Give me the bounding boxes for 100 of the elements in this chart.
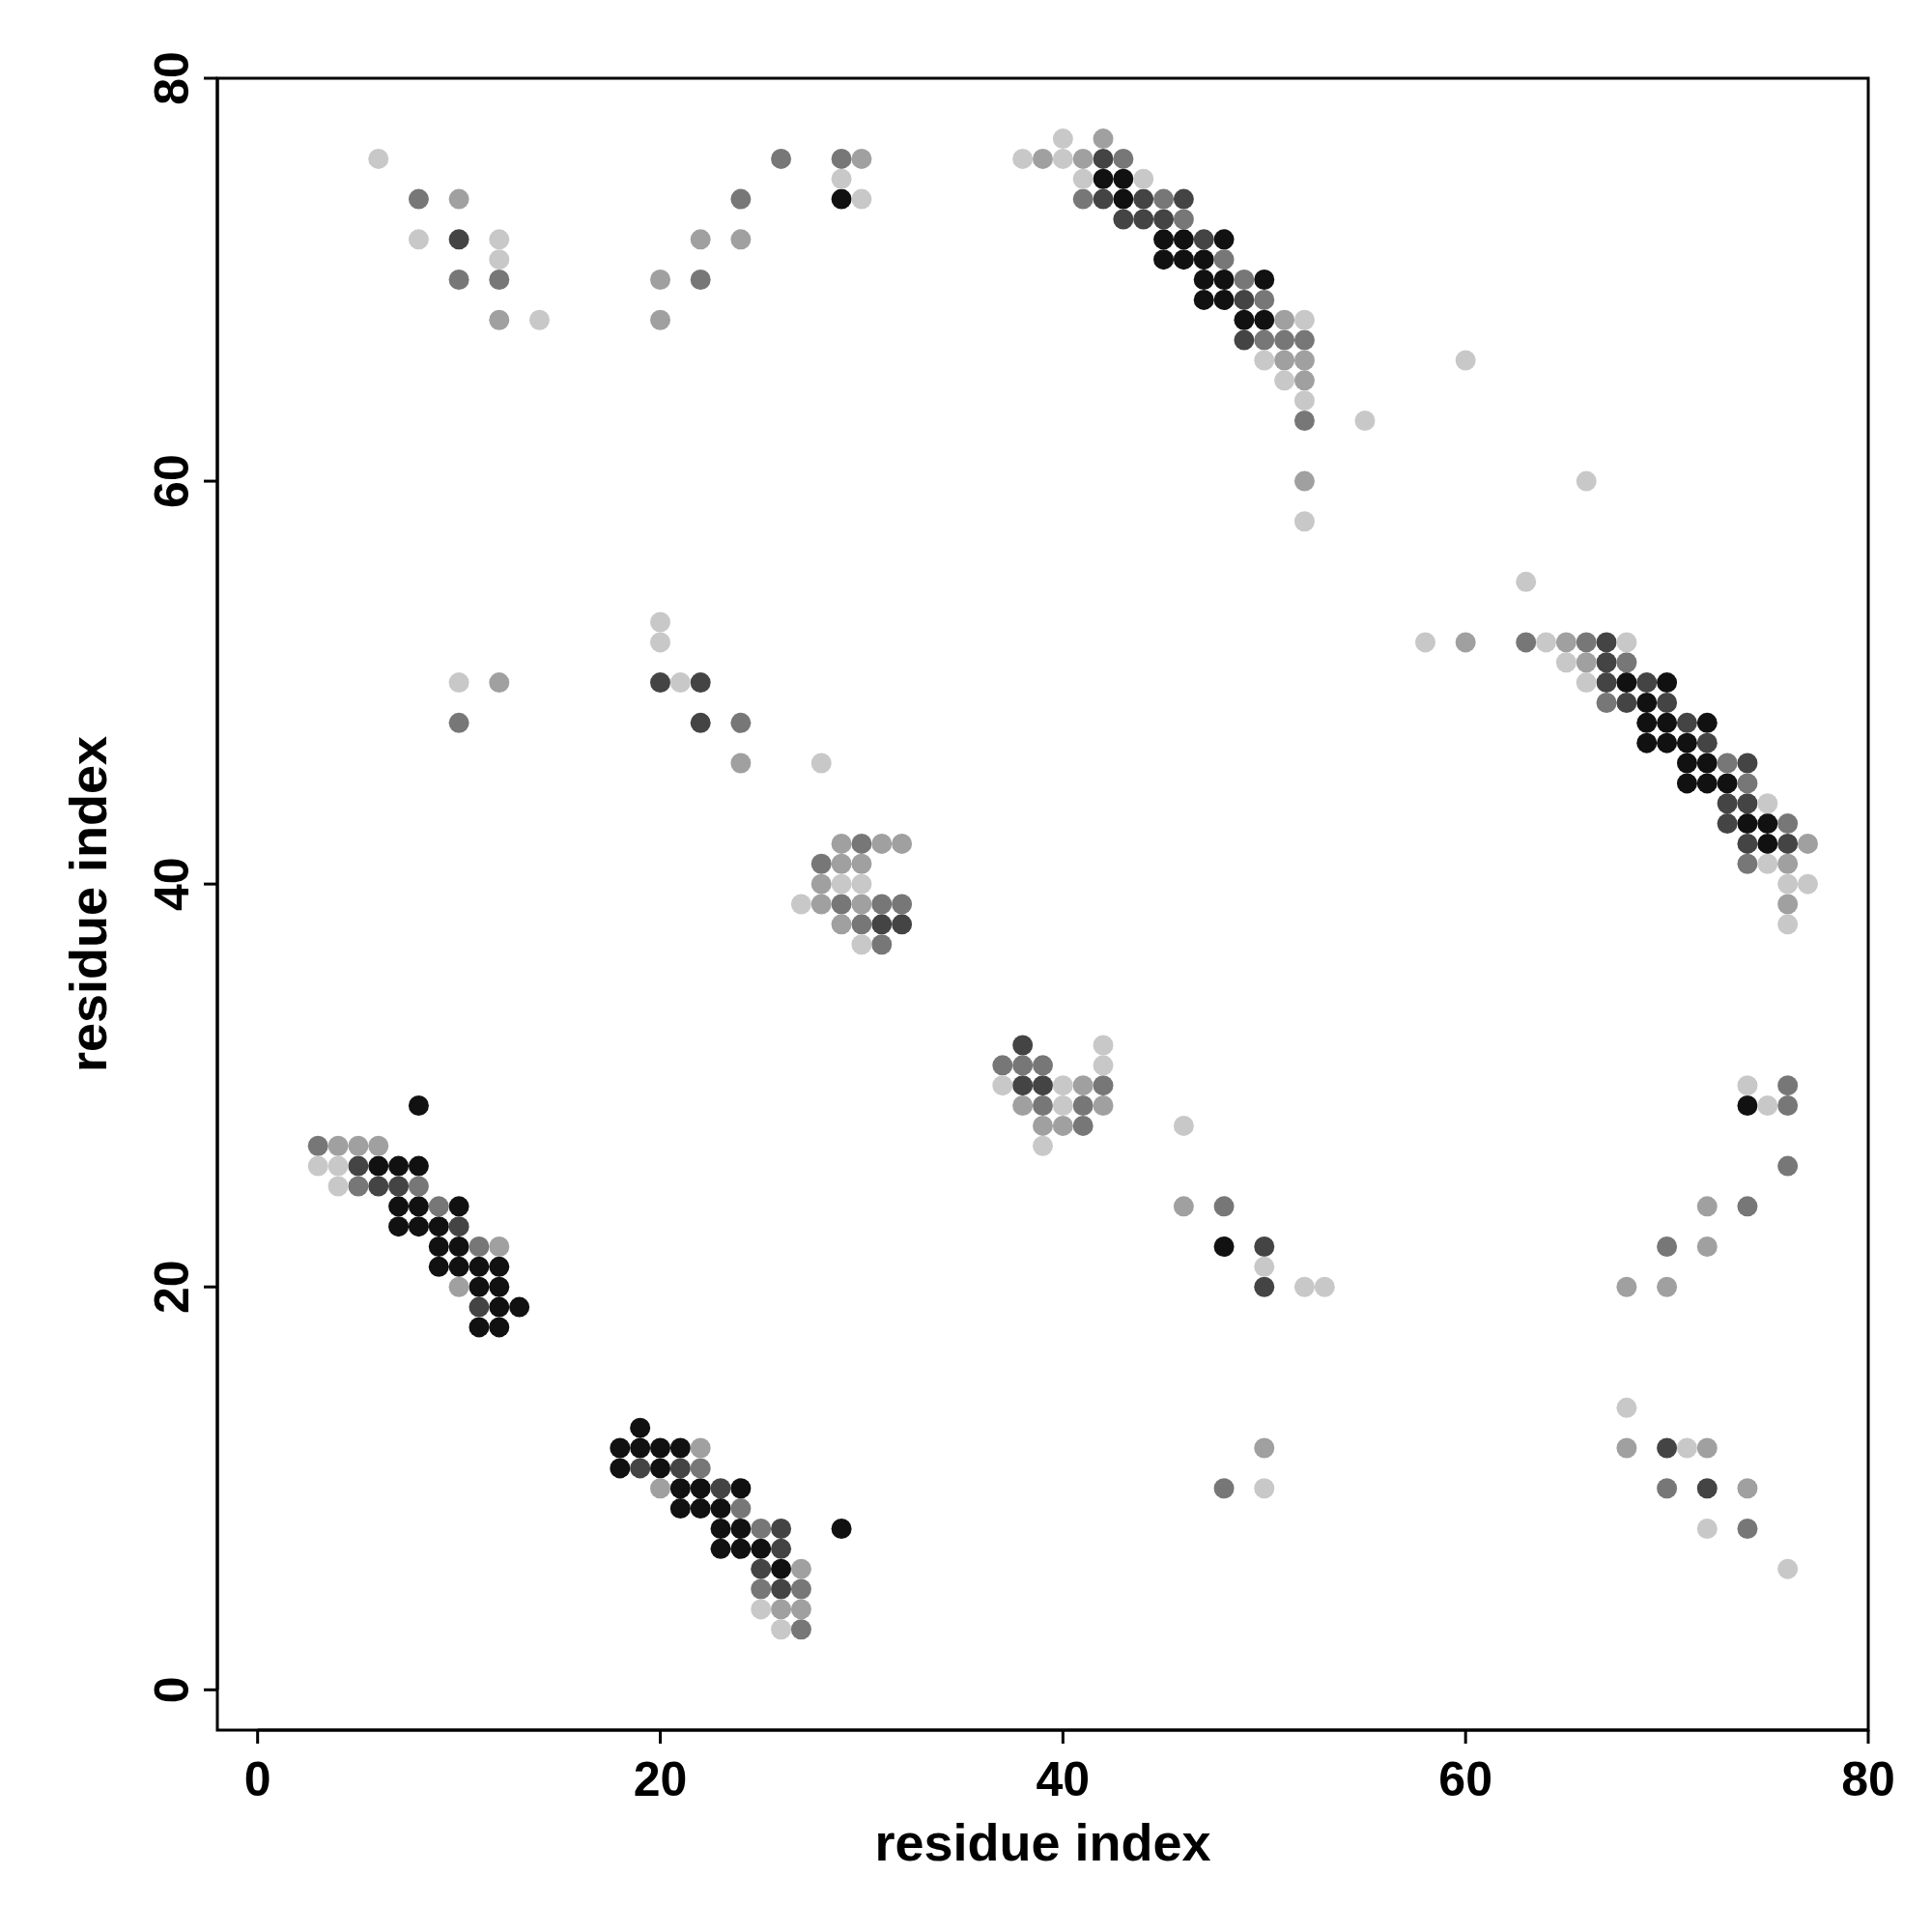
point — [650, 672, 671, 694]
point — [1193, 229, 1214, 250]
point — [730, 229, 752, 250]
point — [469, 1296, 490, 1318]
point — [1657, 692, 1678, 713]
point — [1737, 753, 1758, 774]
point — [831, 914, 852, 935]
point — [1616, 1437, 1637, 1459]
x-tick-label: 0 — [243, 1752, 271, 1806]
point — [368, 1135, 389, 1156]
point — [1657, 1276, 1678, 1297]
point — [388, 1176, 410, 1197]
point — [1254, 1437, 1275, 1459]
point — [1696, 1196, 1718, 1217]
point — [1596, 672, 1617, 694]
point — [730, 753, 752, 774]
point — [1777, 853, 1799, 874]
point — [1737, 833, 1758, 854]
point — [790, 1599, 811, 1620]
point — [1113, 209, 1134, 230]
point — [1717, 793, 1738, 814]
point — [771, 1578, 792, 1600]
point — [1696, 1437, 1718, 1459]
point — [810, 873, 832, 895]
point — [1093, 1095, 1114, 1117]
y-tick-label: 60 — [145, 454, 199, 508]
point — [1072, 1075, 1094, 1096]
y-axis-title: residue index — [59, 735, 117, 1073]
point — [690, 672, 711, 694]
point — [1737, 793, 1758, 814]
point — [1153, 209, 1175, 230]
point — [1052, 1115, 1073, 1136]
point — [1033, 1115, 1053, 1136]
point — [1596, 632, 1617, 653]
point — [690, 229, 711, 250]
point — [1234, 289, 1255, 310]
y-tick-label: 80 — [145, 51, 199, 105]
point — [1033, 148, 1053, 169]
point — [751, 1558, 772, 1579]
point — [1254, 1236, 1275, 1257]
point — [851, 853, 872, 874]
point — [1093, 148, 1114, 169]
point — [1173, 1196, 1194, 1217]
point — [810, 894, 832, 915]
point — [327, 1135, 349, 1156]
point — [771, 1538, 792, 1559]
point — [650, 1478, 671, 1499]
point — [489, 309, 510, 330]
point — [448, 1276, 469, 1297]
point — [690, 712, 711, 733]
point — [669, 1458, 691, 1479]
y-tick-label: 20 — [145, 1260, 199, 1315]
point — [1717, 813, 1738, 835]
point — [1657, 1437, 1678, 1459]
point — [1072, 148, 1094, 169]
point — [1293, 350, 1315, 371]
point — [348, 1135, 369, 1156]
point — [771, 1599, 792, 1620]
point — [1234, 329, 1255, 351]
point — [1293, 470, 1315, 492]
point — [1133, 188, 1154, 210]
point — [1093, 188, 1114, 210]
point — [1012, 1095, 1034, 1117]
point — [690, 1437, 711, 1459]
point — [1576, 652, 1597, 673]
point — [1777, 894, 1799, 915]
point — [1455, 632, 1476, 653]
point — [650, 270, 671, 291]
point — [1254, 1276, 1275, 1297]
point — [489, 1236, 510, 1257]
point — [871, 914, 893, 935]
point — [1737, 1478, 1758, 1499]
point — [1133, 209, 1154, 230]
point — [1696, 732, 1718, 753]
x-tick-label: 60 — [1438, 1752, 1492, 1806]
point — [448, 1216, 469, 1237]
point — [831, 853, 852, 874]
point — [368, 1176, 389, 1197]
point — [851, 894, 872, 915]
point — [448, 229, 469, 250]
point — [1274, 350, 1295, 371]
point — [771, 1518, 792, 1539]
point — [1616, 692, 1637, 713]
x-tick-label: 40 — [1036, 1752, 1091, 1806]
point — [1012, 1075, 1034, 1096]
x-axis-title: residue index — [874, 1813, 1211, 1871]
point — [630, 1458, 651, 1479]
point — [650, 309, 671, 330]
point — [851, 148, 872, 169]
point — [1093, 128, 1114, 150]
point — [1555, 632, 1577, 653]
y-tick-label: 0 — [145, 1676, 199, 1704]
point — [1274, 309, 1295, 330]
point — [892, 833, 913, 854]
point — [871, 833, 893, 854]
point — [348, 1155, 369, 1177]
point — [1797, 833, 1818, 854]
point — [1173, 188, 1194, 210]
point — [892, 914, 913, 935]
point — [1596, 652, 1617, 673]
